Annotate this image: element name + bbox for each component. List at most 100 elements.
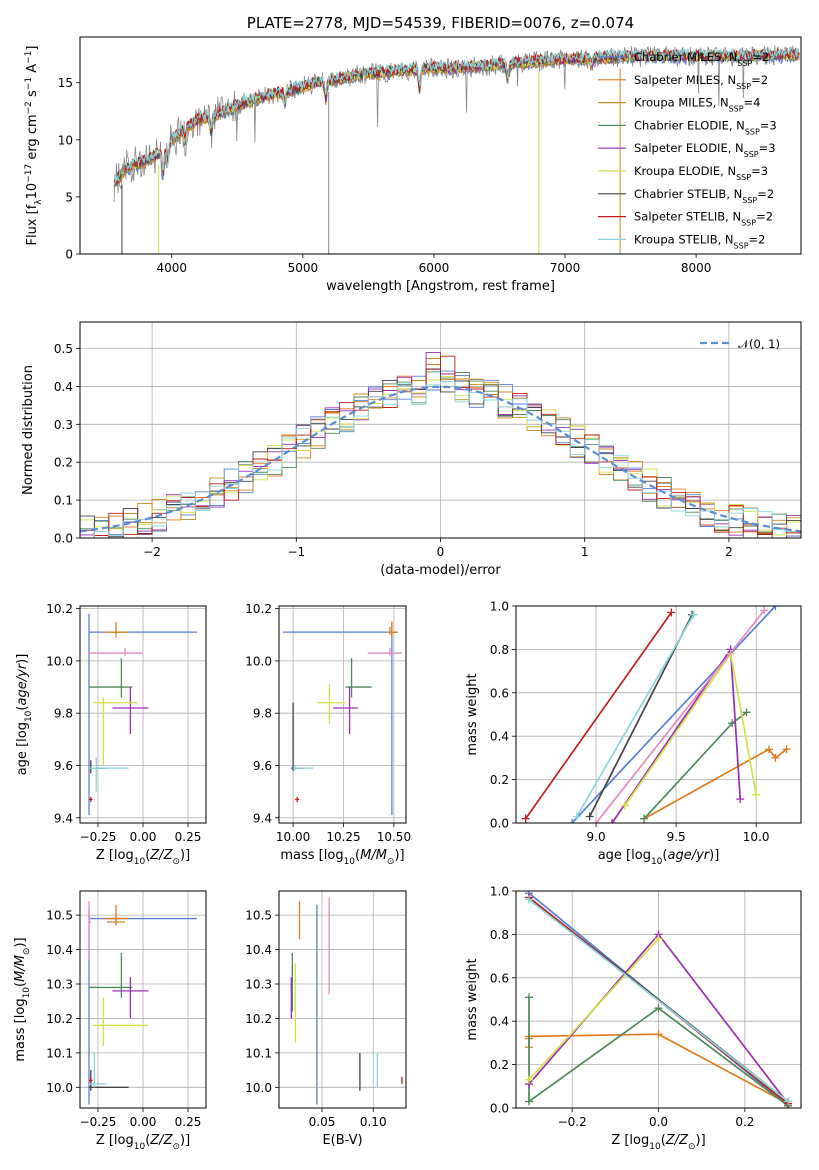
mass-weight-marker (524, 1097, 533, 1106)
x-tick-label: 10.0 (743, 830, 770, 844)
mass-weight-marker (667, 608, 676, 617)
mass-weight-marker (771, 606, 780, 610)
y-tick-label: 9.6 (253, 759, 272, 773)
y-tick-label: 9.4 (253, 811, 272, 825)
mass-weight-marker (752, 790, 761, 799)
age_vs_z-panel: −0.25 0.00 0.25 9.4 9.6 9.8 10.0 10.2 Z [log10(Z… (15, 602, 207, 867)
y-tick-label: 10.0 (46, 1081, 73, 1095)
x-tick-label: −1 (287, 545, 305, 559)
y-tick-label: 0.0 (54, 532, 73, 546)
x-tick-label: 0.00 (130, 830, 157, 844)
x-tick-label: −2 (143, 545, 161, 559)
x-tick-label: 10.50 (377, 830, 411, 844)
y-tick-label: 10.5 (46, 909, 73, 923)
mass_weight_vs_age-grid (516, 605, 801, 824)
x-axis-label: mass [log10(M/M⊙)] (280, 848, 404, 867)
mass-weight-marker (524, 993, 533, 1002)
y-tick-label: 1.0 (490, 600, 509, 614)
y-tick-label: 10.1 (245, 1046, 272, 1060)
x-axis-label: (data-model)/error (380, 563, 501, 578)
error-bar-point (92, 997, 149, 1046)
mass-weight-marker (524, 895, 533, 904)
mass-weight-marker (654, 934, 663, 943)
y-tick-label: 9.8 (253, 707, 272, 721)
error-bar-point (107, 915, 125, 926)
y-tick-label: 0.0 (490, 1102, 509, 1116)
error-bar-point (295, 796, 300, 803)
residuals-panel: −2 −1 0 1 2 0.0 0.1 0.2 0.3 0.4 0.5 (data-model)/er… (21, 321, 802, 578)
x-axis-label: age [log10(age/yr)] (598, 848, 720, 867)
mass-weight-marker (585, 812, 594, 821)
y-tick-label: 10.1 (46, 1046, 73, 1060)
mass-weight-marker (592, 819, 601, 823)
y-tick-label: 0 (65, 248, 73, 262)
age_vs_mass-frame (278, 605, 407, 824)
y-tick-label: 10.5 (245, 909, 272, 923)
age_vs_mass-plot-area (283, 621, 402, 816)
y-tick-label: 10.2 (46, 602, 73, 616)
legend-entry: 𝒩(0, 1) (738, 337, 780, 351)
x-tick-label: 6000 (419, 261, 450, 275)
error-bar-point (283, 621, 398, 816)
mass_weight_vs_age-plot-area (521, 606, 791, 823)
legend-entry: Chabrier STELIB, NSSP=2 (634, 187, 774, 205)
mass_weight_vs_age-frame (515, 605, 802, 824)
x-axis-label: wavelength [Angstrom, rest frame] (326, 279, 555, 294)
y-tick-label: 0.1 (54, 494, 73, 508)
x-tick-label: 0.25 (175, 830, 202, 844)
error-bar-point (89, 796, 93, 803)
x-tick-label: 0.2 (735, 1115, 754, 1129)
mass-weight-marker (760, 606, 769, 615)
mass-weight-marker (654, 1030, 663, 1039)
spectrum-title: PLATE=2778, MJD=54539, FIBERID=0076, z=0… (247, 14, 634, 32)
normal-reference-curve (80, 385, 801, 533)
mass_weight_vs_age-panel: 9.0 9.5 10.0 0.0 0.2 0.4 0.6 0.8 1.0 age [log10(a… (465, 600, 802, 867)
mass-weight-marker (736, 795, 745, 804)
y-tick-label: 10.2 (245, 602, 272, 616)
legend-entry: Chabrier ELODIE, NSSP=3 (634, 118, 777, 136)
age_vs_mass-grid (279, 606, 406, 823)
y-tick-label: 0.2 (490, 1058, 509, 1072)
error-bar-point (387, 626, 394, 635)
mass-weight-marker (742, 708, 751, 717)
y-tick-label: 10.4 (245, 943, 272, 957)
y-tick-label: 5 (65, 190, 73, 204)
y-tick-label: 0.8 (490, 643, 509, 657)
y-tick-label: 10.2 (245, 1012, 272, 1026)
spectrum-frame (79, 36, 802, 255)
x-tick-label: 9.0 (587, 830, 606, 844)
mass-weight-marker (640, 814, 649, 823)
mass-weight-marker (524, 1075, 533, 1084)
y-tick-label: 10.0 (245, 654, 272, 668)
x-tick-label: 0.05 (309, 1115, 336, 1129)
error-bar-point (317, 684, 346, 724)
y-tick-label: 0.4 (490, 730, 509, 744)
mass-weight-marker (568, 819, 577, 823)
spectrum-plot-area (113, 45, 800, 254)
error-bar-point (89, 658, 133, 698)
x-tick-label: 4000 (156, 261, 187, 275)
mass-weight-line (643, 748, 788, 820)
x-tick-label: 9.5 (667, 830, 686, 844)
y-tick-label: 9.8 (54, 707, 73, 721)
legend-entry: Salpeter ELODIE, NSSP=3 (634, 141, 776, 159)
y-tick-label: 10.0 (46, 654, 73, 668)
y-tick-label: 10 (58, 133, 73, 147)
x-axis-label: Z [log10(Z/Z⊙)] (96, 848, 190, 867)
error-bar-point (112, 977, 149, 1019)
mass_vs_ebv-frame (278, 890, 407, 1109)
y-tick-label: 0.8 (490, 928, 509, 942)
error-bar-point (88, 901, 91, 960)
mass_vs_z-frame (79, 890, 207, 1109)
y-tick-label: 0.5 (54, 342, 73, 356)
mass_vs_ebv-grid (279, 891, 406, 1108)
age_vs_z-frame (79, 605, 207, 824)
y-tick-label: 0.4 (54, 380, 73, 394)
mass-weight-line (524, 612, 672, 820)
y-tick-label: 10.2 (46, 1012, 73, 1026)
mass_weight_vs_z-plot-area (524, 891, 793, 1108)
residuals-frame (79, 321, 802, 539)
age_vs_z-plot-area (88, 613, 197, 816)
mass_weight_vs_z-panel: −0.2 0.0 0.2 0.0 0.2 0.4 0.6 0.8 1.0 Z [log10(Z/Z… (465, 885, 802, 1152)
error-bar-point (92, 697, 138, 766)
